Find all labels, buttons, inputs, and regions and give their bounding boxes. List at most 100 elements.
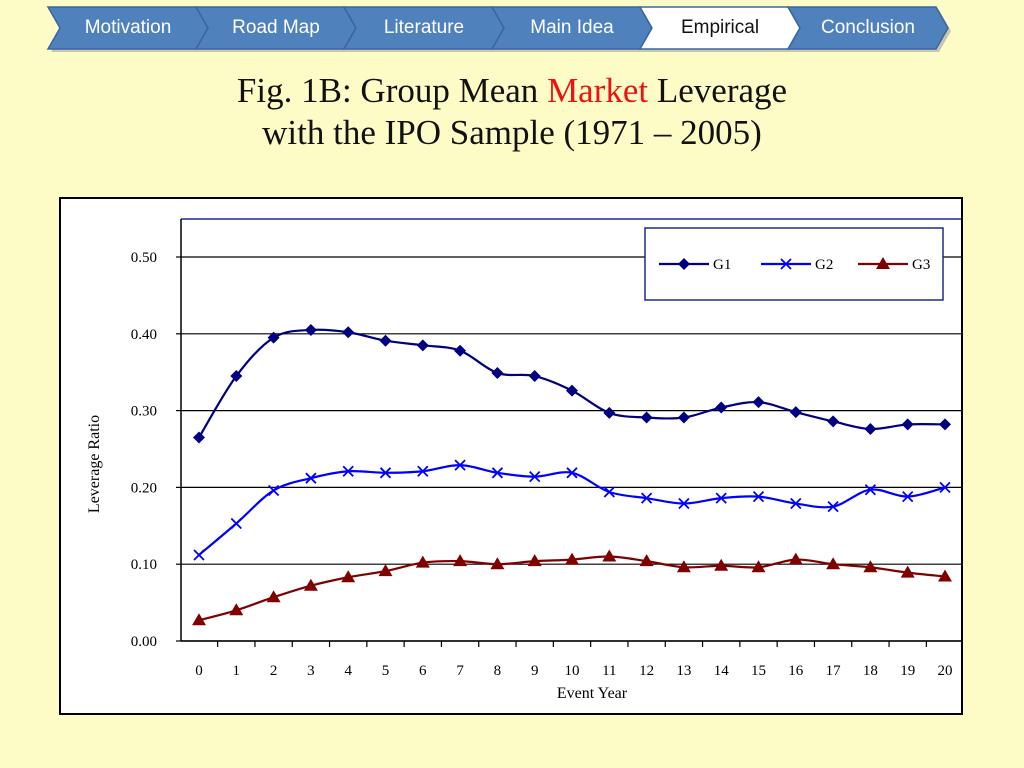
legend-marker-g2: [780, 258, 792, 270]
data-point-g1: [528, 370, 541, 383]
x-tick-label: 13: [676, 663, 691, 679]
nav-tab-label: Main Idea: [530, 17, 614, 38]
y-tick-label: 0.30: [131, 404, 157, 420]
data-point-g1: [827, 415, 840, 428]
y-tick-label: 0.10: [131, 557, 157, 573]
legend-label-g1: G1: [713, 257, 731, 273]
data-point-g1: [864, 423, 877, 436]
x-tick-label: 18: [863, 663, 878, 679]
y-tick-label: 0.00: [131, 634, 157, 650]
x-tick-label: 2: [270, 663, 278, 679]
data-point-g3: [639, 554, 654, 567]
data-point-g3: [788, 552, 803, 565]
nav-tab-main-idea[interactable]: Main Idea: [490, 6, 664, 53]
x-tick-label: 19: [900, 663, 915, 679]
data-point-g1: [752, 396, 765, 409]
legend-label-g3: G3: [912, 257, 930, 273]
data-point-g1: [416, 339, 429, 352]
x-tick-label: 12: [639, 663, 654, 679]
data-point-g3: [565, 552, 579, 565]
y-tick-label: 0.20: [131, 480, 157, 496]
data-point-g1: [267, 331, 280, 344]
slide-title: Fig. 1B: Group Mean Market Leverage with…: [0, 70, 1024, 154]
x-tick-label: 15: [751, 663, 766, 679]
data-point-g1: [379, 334, 392, 347]
data-point-g3: [676, 560, 691, 573]
data-point-g2: [230, 517, 242, 530]
data-point-g3: [490, 557, 505, 570]
data-point-g3: [863, 560, 878, 573]
x-tick-label: 0: [195, 663, 203, 679]
data-point-g1: [491, 366, 504, 379]
legend-marker-g3: [876, 257, 890, 269]
data-point-g1: [342, 326, 355, 339]
data-point-g2: [454, 459, 466, 471]
data-point-g1: [603, 406, 616, 419]
data-point-g2: [715, 492, 727, 504]
x-tick-label: 6: [419, 663, 427, 679]
nav-tab-motivation[interactable]: Motivation: [46, 6, 220, 53]
nav-tab-label: Empirical: [680, 17, 760, 38]
data-point-g1: [939, 418, 951, 431]
data-point-g1: [454, 344, 467, 357]
data-point-g2: [640, 492, 653, 504]
data-point-g2: [939, 481, 951, 494]
data-point-g2: [193, 549, 205, 561]
data-point-g3: [826, 557, 841, 570]
x-tick-label: 1: [233, 663, 241, 679]
data-point-g2: [267, 484, 280, 497]
x-tick-label: 3: [307, 663, 315, 679]
data-point-g3: [303, 578, 318, 591]
x-tick-label: 11: [602, 663, 616, 679]
data-point-g2: [827, 500, 839, 513]
data-point-g3: [266, 590, 281, 603]
x-tick-label: 7: [456, 663, 464, 679]
legend-label-g2: G2: [815, 257, 833, 273]
chart-container: 0.00 0.10 0.20 0.30 0.40 0.50 0 1 2 3 4 5 6 7 8 9 10 11 12…: [59, 197, 963, 715]
data-point-g2: [790, 497, 802, 510]
y-tick-label: 0.50: [131, 250, 157, 266]
data-point-g3: [527, 554, 542, 567]
data-point-g1: [193, 431, 205, 444]
data-point-g2: [752, 490, 765, 503]
x-axis-title: Event Year: [557, 685, 628, 702]
data-point-g1: [715, 401, 728, 414]
x-tick-label: 10: [565, 663, 580, 679]
nav-tab-label: Conclusion: [821, 17, 915, 38]
x-tick-label: 8: [494, 663, 502, 679]
data-point-g2: [864, 484, 877, 496]
data-point-g3: [900, 565, 915, 578]
nav-tab-literature[interactable]: Literature: [342, 6, 516, 53]
y-tick-label: 0.40: [131, 327, 157, 343]
nav-tab-empirical[interactable]: Empirical: [638, 6, 812, 53]
x-tick-label: 16: [788, 663, 804, 679]
data-point-g2: [417, 465, 429, 477]
data-point-g1: [230, 370, 243, 383]
data-point-g3: [378, 564, 393, 577]
nav-tab-road-map[interactable]: Road Map: [194, 6, 368, 53]
data-point-g3: [938, 569, 952, 582]
data-point-g2: [305, 472, 317, 484]
x-tick-label: 5: [382, 663, 390, 679]
data-point-g2: [902, 490, 914, 503]
data-point-g3: [229, 603, 244, 616]
data-point-g3: [415, 555, 430, 568]
section-nav: Motivation Road Map Literature Main Idea Emp…: [46, 6, 978, 53]
data-point-g3: [453, 554, 468, 567]
legend-marker-g1: [678, 258, 690, 270]
data-point-g1: [566, 384, 578, 397]
data-point-g2: [529, 471, 541, 483]
nav-tab-label: Road Map: [232, 17, 320, 38]
data-point-g1: [901, 418, 914, 431]
y-axis-title: Leverage Ratio: [86, 415, 103, 513]
leverage-chart: 0.000.100.200.300.400.500 1 2 3 4 5 6 7 8 9 10 11 12…: [86, 218, 961, 702]
x-tick-label: 4: [344, 663, 352, 679]
nav-tab-conclusion[interactable]: Conclusion: [786, 6, 960, 53]
data-point-g3: [341, 570, 356, 583]
data-point-g2: [491, 467, 504, 479]
data-point-g2: [342, 465, 354, 477]
title-highlight: Market: [547, 71, 649, 110]
data-point-g1: [304, 323, 317, 336]
nav-tab-label: Literature: [383, 17, 465, 38]
data-point-g2: [678, 497, 690, 510]
